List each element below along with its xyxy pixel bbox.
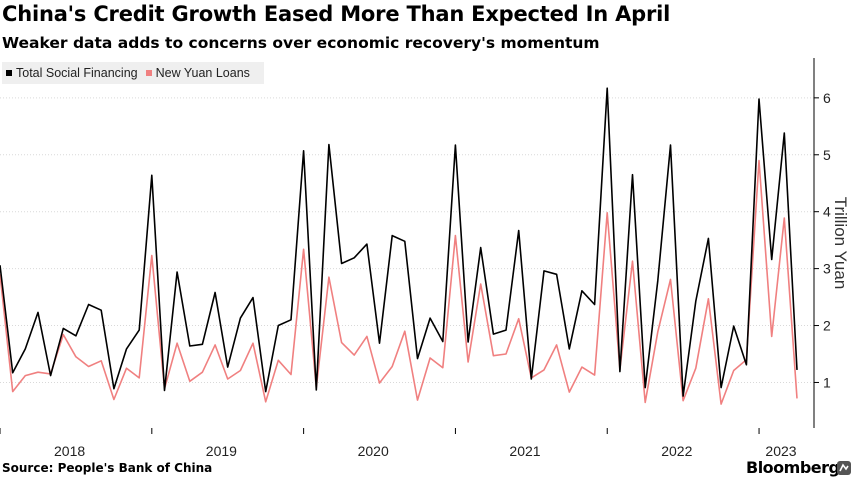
bloomberg-logo: Bloomberg: [746, 458, 840, 477]
legend-item-loans: New Yuan Loans: [145, 66, 250, 80]
y-ticks: 1 2 3 4 5 6: [814, 90, 831, 390]
y-tick-label-2: 2: [823, 318, 831, 334]
x-tick-label-2020: 2020: [358, 443, 389, 459]
legend-item-tsf: Total Social Financing: [6, 66, 138, 80]
series-line-tsf: [0, 87, 798, 397]
series-lines: [0, 87, 798, 405]
chart-legend: Total Social Financing New Yuan Loans: [2, 62, 264, 84]
chart-title: China's Credit Growth Eased More Than Ex…: [2, 2, 671, 26]
x-tick-label-2019: 2019: [206, 443, 237, 459]
x-tick-label-2021: 2021: [509, 443, 540, 459]
legend-swatch-loans: [145, 70, 152, 76]
legend-label-loans: New Yuan Loans: [155, 66, 250, 80]
x-ticks: 2018 2019 2020 2021 2022 2023: [0, 428, 797, 459]
gridlines: [0, 97, 814, 383]
chart-subtitle: Weaker data adds to concerns over econom…: [2, 34, 600, 52]
y-axis-label: Trillion Yuan: [831, 197, 850, 290]
y-tick-label-5: 5: [823, 147, 831, 163]
x-tick-label-2018: 2018: [54, 443, 85, 459]
legend-label-tsf: Total Social Financing: [16, 66, 138, 80]
x-tick-label-2023: 2023: [765, 443, 796, 459]
x-tick-label-2022: 2022: [661, 443, 692, 459]
series-line-loans: [0, 159, 798, 405]
source-note: Source: People's Bank of China: [2, 461, 213, 475]
y-tick-label-3: 3: [823, 261, 831, 277]
legend-swatch-tsf: [6, 70, 12, 76]
y-tick-label-6: 6: [823, 90, 831, 106]
watermark-icon: [837, 461, 851, 475]
y-tick-label-1: 1: [823, 374, 831, 390]
y-tick-label-4: 4: [823, 204, 831, 220]
